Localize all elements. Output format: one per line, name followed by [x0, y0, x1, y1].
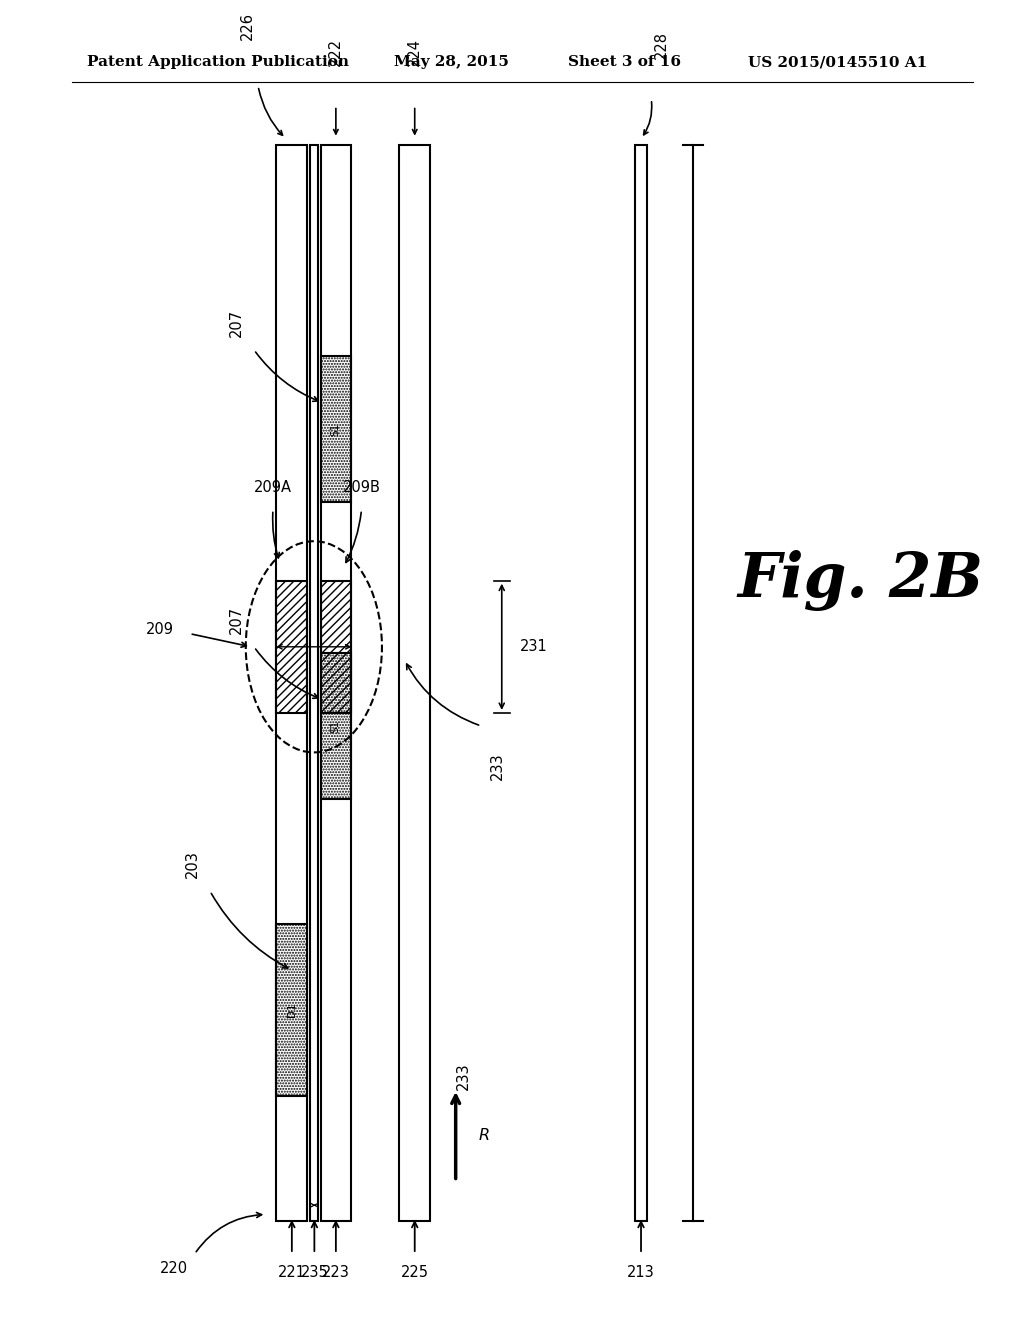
- Text: 207: 207: [229, 606, 244, 634]
- Text: 203: 203: [185, 850, 200, 878]
- Text: May 28, 2015: May 28, 2015: [394, 55, 509, 69]
- Text: US 2015/0145510 A1: US 2015/0145510 A1: [748, 55, 927, 69]
- Text: D1: D1: [287, 1002, 297, 1018]
- Text: 225: 225: [400, 1265, 429, 1279]
- Text: 224: 224: [408, 38, 422, 66]
- Text: 209: 209: [146, 622, 174, 638]
- Text: 233: 233: [489, 752, 505, 780]
- Bar: [399, 145, 430, 1221]
- Text: 209A: 209A: [254, 479, 292, 495]
- Text: 222: 222: [329, 38, 343, 66]
- Bar: [635, 145, 647, 1221]
- Text: 213: 213: [627, 1265, 655, 1279]
- Bar: [276, 145, 307, 1221]
- Bar: [276, 924, 307, 1096]
- Bar: [321, 581, 351, 713]
- Text: 233: 233: [456, 1063, 471, 1089]
- Text: 209B: 209B: [343, 479, 381, 495]
- Text: 231: 231: [520, 639, 548, 655]
- Text: R: R: [478, 1127, 489, 1143]
- Text: Sheet 3 of 16: Sheet 3 of 16: [568, 55, 681, 69]
- Text: S1: S1: [331, 422, 341, 436]
- Bar: [310, 145, 318, 1221]
- Text: 207: 207: [229, 309, 244, 337]
- Text: Patent Application Publication: Patent Application Publication: [87, 55, 349, 69]
- Text: 235: 235: [300, 1265, 329, 1279]
- Text: 223: 223: [322, 1265, 350, 1279]
- Bar: [321, 356, 351, 502]
- Text: 220: 220: [160, 1261, 188, 1275]
- Text: 228: 228: [654, 32, 669, 59]
- Bar: [321, 145, 351, 1221]
- Bar: [321, 653, 351, 799]
- Text: Fig. 2B: Fig. 2B: [737, 550, 983, 611]
- Bar: [276, 581, 307, 713]
- Text: 226: 226: [241, 12, 255, 40]
- Text: S1: S1: [331, 719, 341, 733]
- Text: 221: 221: [278, 1265, 306, 1279]
